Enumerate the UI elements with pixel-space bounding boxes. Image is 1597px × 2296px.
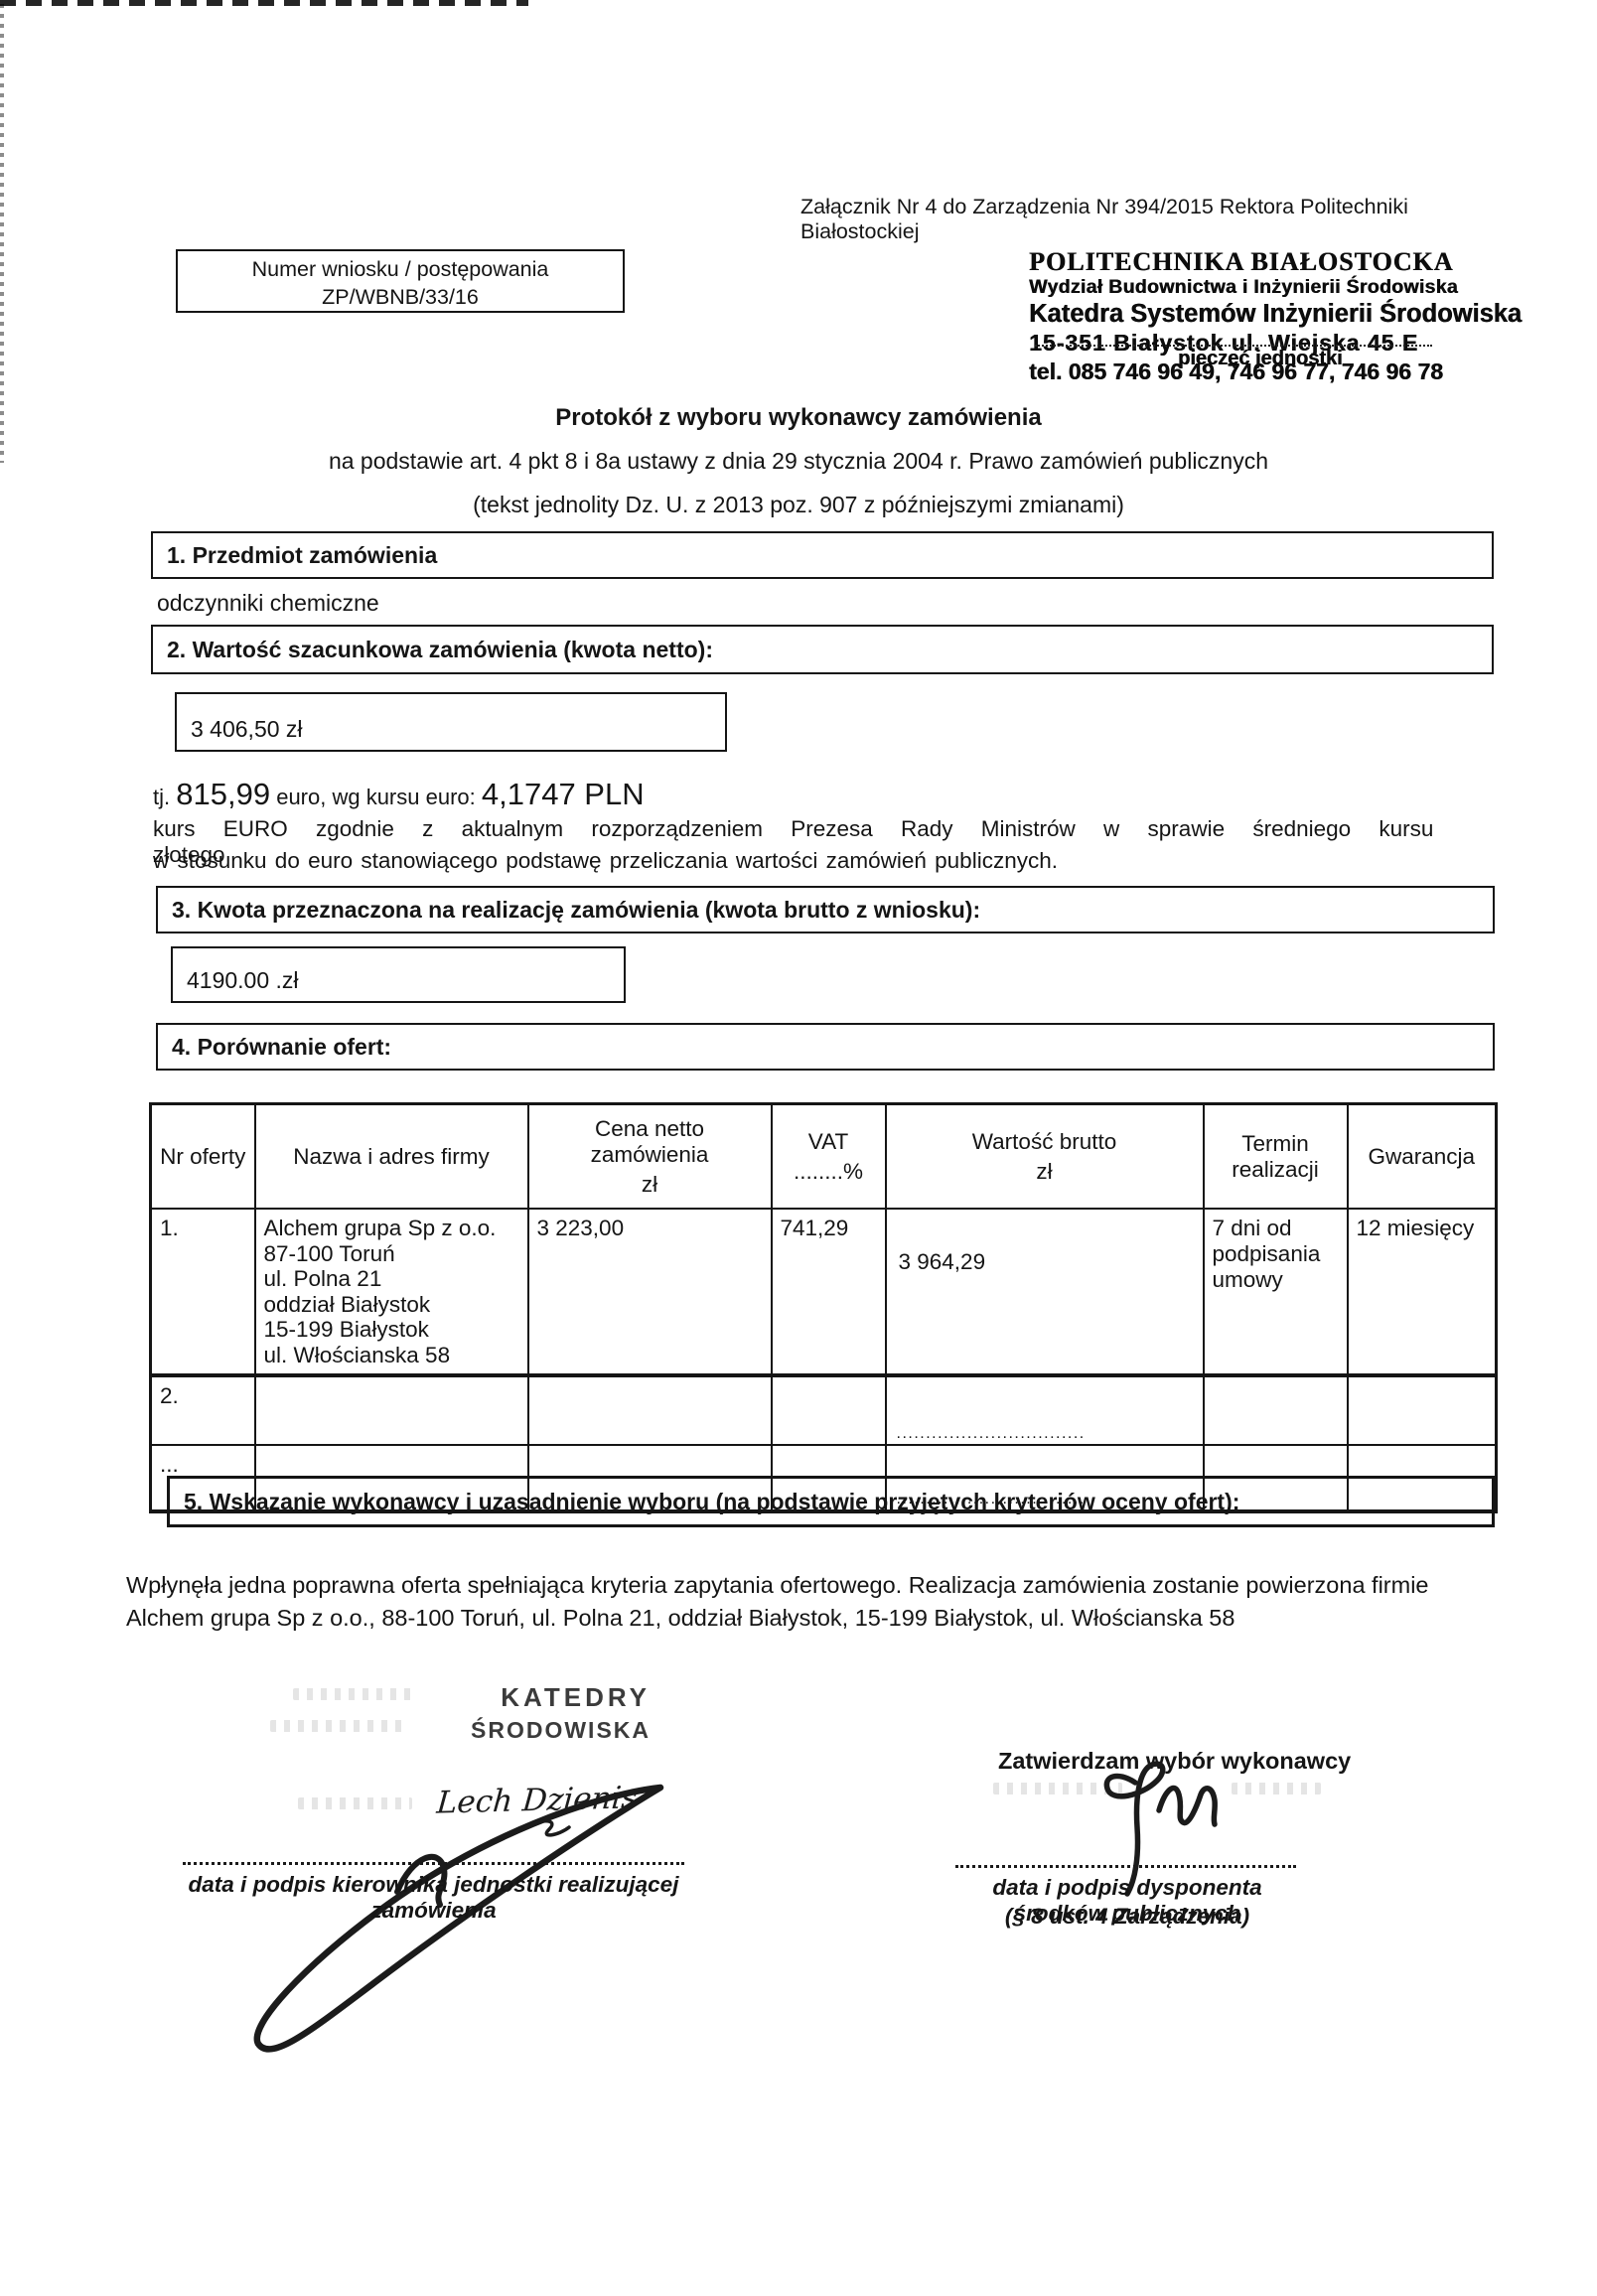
stamp-address: 15-351 Białystok ul. Wiejska 45 E (1029, 330, 1419, 356)
signature-caption-left: data i podpis kierownika jednostki reali… (188, 1872, 679, 1923)
faded-stamp-smudge (293, 1688, 412, 1700)
section3-heading: 3. Kwota przeznaczona na realizację zamó… (172, 896, 981, 923)
col-header-term: Termin realizacji (1202, 1102, 1349, 1210)
offer3-term (1202, 1444, 1349, 1513)
offer2-firm (253, 1374, 529, 1446)
offer1-net: 3 223,00 (526, 1208, 773, 1377)
offer1-vat: 741,29 (770, 1208, 887, 1377)
section1-value: odczynniki chemiczne (157, 590, 379, 616)
col-header-firm: Nazwa i adres firmy (253, 1102, 529, 1210)
offer1-warranty: 12 miesięcy (1346, 1208, 1498, 1377)
approval-heading: Zatwierdzam wybór wykonawcy (998, 1748, 1352, 1774)
table-row-offer-1: 1. Alchem grupa Sp z o.o. 87-100 Toruń u… (149, 1208, 1498, 1377)
euro-amount: 815,99 (176, 777, 271, 811)
offer3-gross: ................................ (884, 1444, 1205, 1513)
offer2-vat (770, 1374, 887, 1446)
euro-prefix: tj. (153, 785, 171, 809)
scan-artifact-left-edge (0, 4, 4, 463)
gross-value: 4190.00 .zł (187, 967, 299, 993)
stamp-faculty: Wydział Budownictwa i Inżynierii Środowi… (1029, 276, 1458, 298)
col-header-warranty: Gwarancja (1346, 1102, 1498, 1210)
offer3-firm (253, 1444, 529, 1513)
attachment-note: Załącznik Nr 4 do Zarządzenia Nr 394/201… (800, 195, 1408, 243)
stamp-fragment-line2: ŚRODOWISKA (471, 1717, 651, 1743)
section4-heading: 4. Porównanie ofert: (172, 1033, 392, 1060)
faded-stamp-smudge (270, 1720, 409, 1732)
euro-note-line2: w stosunku do euro stanowiącego podstawę… (153, 848, 1058, 873)
col-header-gross: Wartość brutto zł (884, 1102, 1205, 1210)
signature-caption-right-line1: data i podpis dysponenta środków publicz… (992, 1875, 1262, 1926)
signature-caption-right-line2: (§ 8 ust. 4 Zarządzenia) (1004, 1904, 1250, 1929)
euro-equivalent-line: tj. 815,99 euro, wg kursu euro: 4,1747 P… (153, 777, 645, 812)
section2-heading: 2. Wartość szacunkowa zamówienia (kwota … (167, 636, 713, 662)
offer1-firm: Alchem grupa Sp z o.o. 87-100 Toruń ul. … (253, 1208, 529, 1377)
scan-artifact-top-edge (0, 0, 528, 6)
offer1-term: 7 dni od podpisania umowy (1202, 1208, 1349, 1377)
table-row-offer-2: 2. ................................ (149, 1374, 1498, 1446)
offer1-gross: 3 964,29 (884, 1208, 1205, 1377)
offer2-warranty (1346, 1374, 1498, 1446)
request-number-box: Numer wniosku / postępowania ZP/WBNB/33/… (176, 249, 625, 313)
net-value-box: 3 406,50 zł (175, 692, 727, 752)
request-number-value: ZP/WBNB/33/16 (322, 285, 479, 309)
euro-middle: euro, wg kursu euro: (276, 785, 476, 809)
gross-value-box: 4190.00 .zł (171, 946, 626, 1003)
signature-line-left (183, 1862, 684, 1865)
stamp-university: POLITECHNIKA BIAŁOSTOCKA (1029, 247, 1454, 276)
offers-comparison-table: Nr oferty Nazwa i adres firmy Cena netto… (149, 1102, 1498, 1513)
section4-heading-box: 4. Porównanie ofert: (156, 1023, 1495, 1071)
section1-heading: 1. Przedmiot zamówienia (167, 541, 438, 568)
legal-note: (tekst jednolity Dz. U. z 2013 poz. 907 … (473, 492, 1124, 517)
request-number-label: Numer wniosku / postępowania (251, 257, 549, 281)
offer3-warranty (1346, 1444, 1498, 1513)
col-header-net-price: Cena netto zamówienia zł (526, 1102, 773, 1210)
offer2-net (526, 1374, 773, 1446)
faded-stamp-smudge (993, 1783, 1122, 1794)
stamp-caption: pieczęć jednostki (1178, 348, 1343, 369)
section1-heading-box: 1. Przedmiot zamówienia (151, 531, 1494, 579)
col-header-vat: VAT........% (770, 1102, 887, 1210)
dotted-fill: ................................ (896, 1491, 1086, 1507)
dotted-fill: ................................ (896, 1425, 1086, 1442)
justification-paragraph: Wpłynęła jedna poprawna oferta spełniają… (126, 1572, 1429, 1631)
section3-heading-box: 3. Kwota przeznaczona na realizację zamó… (156, 886, 1495, 933)
unit-stamp: POLITECHNIKA BIAŁOSTOCKA Wydział Budowni… (1029, 248, 1577, 385)
stamp-fragment-line1: KATEDRY (501, 1682, 651, 1712)
stamp-dotted-line (1035, 345, 1432, 347)
net-value: 3 406,50 zł (191, 716, 303, 742)
document-title: Protokół z wyboru wykonawcy zamówienia (555, 404, 1042, 431)
stamp-department: Katedra Systemów Inżynierii Środowiska (1029, 300, 1522, 328)
offer3-vat (770, 1444, 887, 1513)
offer2-gross: ................................ (884, 1374, 1205, 1446)
table-header-row: Nr oferty Nazwa i adres firmy Cena netto… (149, 1102, 1498, 1210)
signature-line-right (955, 1865, 1296, 1868)
offer1-number: 1. (149, 1208, 256, 1377)
col-header-offer-no: Nr oferty (149, 1102, 256, 1210)
stamp-phone: tel. 085 746 96 49, 746 96 77, 746 96 78 (1029, 359, 1443, 384)
section2-heading-box: 2. Wartość szacunkowa zamówienia (kwota … (151, 625, 1494, 674)
section5-heading-box: 5. Wskazanie wykonawcy i uzasadnienie wy… (167, 1476, 1495, 1527)
section5-heading: 5. Wskazanie wykonawcy i uzasadnienie wy… (184, 1488, 1240, 1514)
legal-basis: na podstawie art. 4 pkt 8 i 8a ustawy z … (328, 448, 1269, 474)
handwritten-signature-right (1103, 1761, 1218, 1897)
euro-rate: 4,1747 PLN (481, 777, 645, 811)
faded-stamp-smudge (1232, 1783, 1321, 1794)
handwritten-signature-left (253, 1784, 664, 2053)
offer2-term (1202, 1374, 1349, 1446)
euro-note-line1: kurs EURO zgodnie z aktualnym rozporządz… (153, 816, 1434, 867)
offer2-number: 2. (149, 1374, 256, 1446)
department-head-stamp: KATEDRY ŚRODOWISKA (253, 1682, 651, 1744)
faded-stamp-smudge (298, 1797, 412, 1809)
